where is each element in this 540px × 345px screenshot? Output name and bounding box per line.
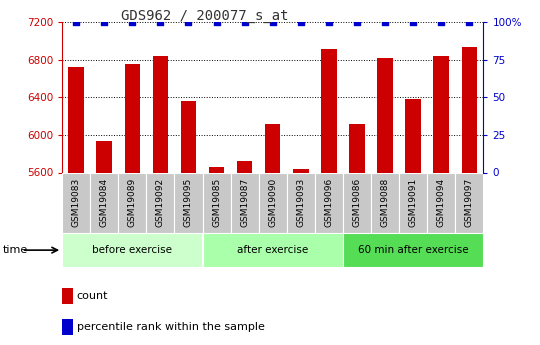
Text: GDS962 / 200077_s_at: GDS962 / 200077_s_at xyxy=(122,9,289,23)
Text: after exercise: after exercise xyxy=(237,245,308,255)
Text: percentile rank within the sample: percentile rank within the sample xyxy=(77,322,265,332)
Bar xyxy=(455,172,483,233)
Bar xyxy=(321,49,336,172)
Bar xyxy=(406,99,421,172)
Bar xyxy=(62,233,202,267)
Bar xyxy=(202,172,231,233)
Text: GSM19085: GSM19085 xyxy=(212,178,221,227)
Text: GSM19094: GSM19094 xyxy=(437,178,445,227)
Point xyxy=(100,20,109,25)
Bar xyxy=(237,161,252,172)
Bar xyxy=(90,172,118,233)
Bar xyxy=(125,64,140,172)
Bar xyxy=(146,172,174,233)
Text: time: time xyxy=(3,245,28,255)
Point xyxy=(156,20,165,25)
Point xyxy=(353,20,361,25)
Bar xyxy=(462,47,477,172)
Bar xyxy=(343,172,371,233)
Text: GSM19095: GSM19095 xyxy=(184,178,193,227)
Bar xyxy=(97,141,112,172)
Bar xyxy=(377,58,393,172)
Bar xyxy=(69,68,84,172)
Text: GSM19093: GSM19093 xyxy=(296,178,305,227)
Point xyxy=(409,20,417,25)
Bar xyxy=(287,172,315,233)
Bar xyxy=(153,56,168,172)
Point xyxy=(268,20,277,25)
Bar xyxy=(209,167,224,172)
Text: GSM19090: GSM19090 xyxy=(268,178,277,227)
Text: GSM19096: GSM19096 xyxy=(325,178,333,227)
Point xyxy=(296,20,305,25)
Text: GSM19086: GSM19086 xyxy=(353,178,361,227)
Text: GSM19091: GSM19091 xyxy=(409,178,417,227)
Text: GSM19089: GSM19089 xyxy=(128,178,137,227)
Bar xyxy=(427,172,455,233)
Text: GSM19097: GSM19097 xyxy=(465,178,474,227)
Bar xyxy=(293,169,308,172)
Bar xyxy=(202,233,343,267)
Point xyxy=(381,20,389,25)
Bar xyxy=(174,172,202,233)
Bar xyxy=(259,172,287,233)
Bar xyxy=(231,172,259,233)
Point xyxy=(325,20,333,25)
Point xyxy=(240,20,249,25)
Text: 60 min after exercise: 60 min after exercise xyxy=(358,245,468,255)
Text: GSM19088: GSM19088 xyxy=(381,178,389,227)
Point xyxy=(184,20,193,25)
Point xyxy=(212,20,221,25)
Point xyxy=(465,20,474,25)
Bar xyxy=(434,56,449,172)
Bar xyxy=(62,319,72,335)
Text: GSM19092: GSM19092 xyxy=(156,178,165,227)
Text: before exercise: before exercise xyxy=(92,245,172,255)
Bar xyxy=(343,233,483,267)
Bar xyxy=(265,124,280,172)
Point xyxy=(128,20,137,25)
Bar xyxy=(118,172,146,233)
Bar xyxy=(315,172,343,233)
Point xyxy=(437,20,445,25)
Text: GSM19087: GSM19087 xyxy=(240,178,249,227)
Text: count: count xyxy=(77,291,109,301)
Bar xyxy=(371,172,399,233)
Bar xyxy=(399,172,427,233)
Bar xyxy=(62,172,90,233)
Text: GSM19084: GSM19084 xyxy=(100,178,109,227)
Bar xyxy=(349,124,364,172)
Bar xyxy=(62,288,72,304)
Text: GSM19083: GSM19083 xyxy=(72,178,80,227)
Point xyxy=(72,20,80,25)
Bar xyxy=(181,101,196,172)
